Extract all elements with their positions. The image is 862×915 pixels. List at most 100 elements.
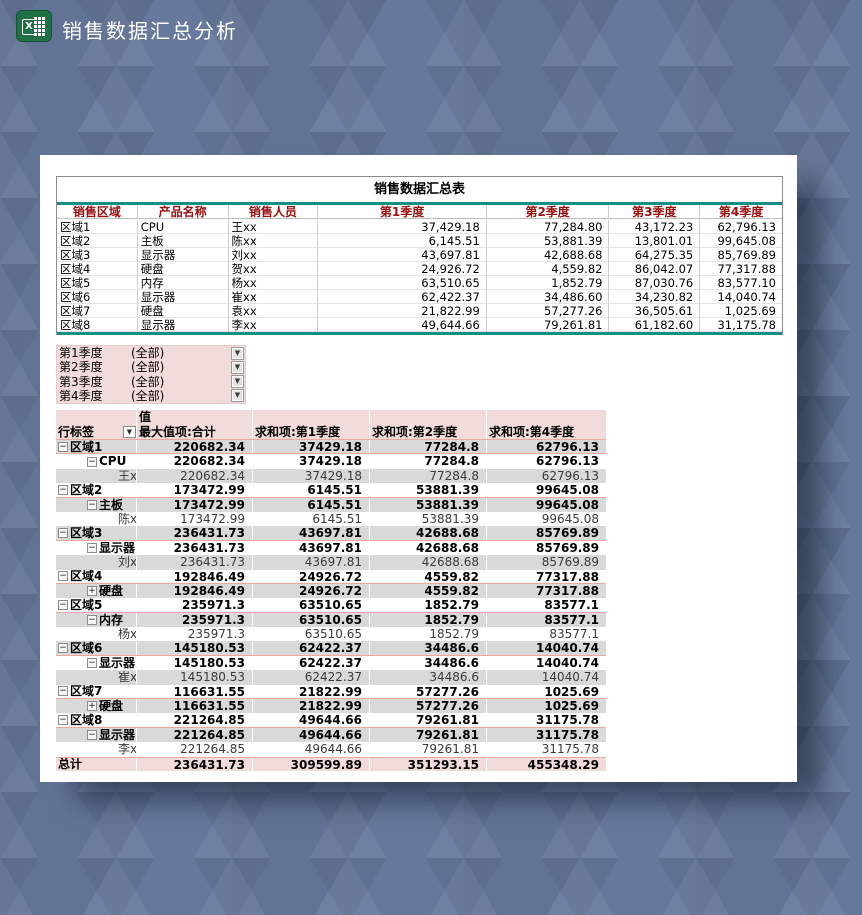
pivot-value-cell: 83577.1 (544, 598, 599, 612)
pivot-value-cell: 79261.81 (370, 713, 487, 727)
collapse-icon[interactable]: − (58, 599, 68, 610)
row-labels-header: 行标签 ▼ (56, 425, 137, 439)
teal-divider-top (57, 202, 782, 205)
summary-cell: 24,926.72 (318, 262, 487, 276)
pivot-col-header-sum-q4[interactable]: 求和项:第4季度 (489, 425, 575, 439)
pivot-col-header-max-total[interactable]: 最大值项:合计 (137, 425, 253, 439)
pivot-label-cell: 杨xx (56, 627, 137, 642)
summary-cell: 区域8 (57, 318, 138, 332)
summary-table-row: 区域4 硬盘 贺xx 24,926.72 4,559.82 86,042.07 77,317… (57, 262, 782, 276)
pivot-table: 值 行标签 ▼ 最大值项:合计 求和项:第1季度 求和项:第2季度 求和项:第4… (56, 410, 606, 772)
pivot-value-cell: 221264.85 (137, 727, 253, 743)
summary-cell: 区域7 (57, 304, 138, 318)
pivot-value-cell: 14040.74 (541, 670, 599, 685)
pivot-label-text: 显示器 (99, 540, 136, 555)
summary-cell: 43,697.81 (318, 248, 487, 262)
filter-dropdown-button[interactable]: ▼ (231, 346, 244, 360)
teal-divider-bottom (57, 332, 782, 335)
filter-dropdown-button[interactable]: ▼ (231, 389, 244, 403)
page-title: 销售数据汇总分析 (62, 19, 238, 43)
filter-value: (全部) (131, 360, 165, 375)
summary-cell: 14,040.74 (700, 290, 782, 304)
expand-icon[interactable]: + (87, 701, 97, 712)
collapse-icon[interactable]: − (58, 715, 68, 726)
filter-label: 第2季度 (59, 360, 103, 375)
filter-dropdown-button[interactable]: ▼ (231, 375, 244, 388)
summary-table-row: 区域8 显示器 李xx 49,644.66 79,261.81 61,182.60 31,1… (57, 318, 782, 332)
collapse-icon[interactable]: − (58, 571, 68, 582)
pivot-label-cell: − 区域2 (56, 483, 137, 497)
summary-column-header: 第1季度 (318, 205, 487, 219)
expand-icon[interactable]: + (87, 586, 97, 597)
pivot-value-cell: 85769.89 (535, 540, 599, 555)
pivot-value-cell: 173472.99 (137, 483, 253, 497)
pivot-value-cell: 85769.89 (535, 526, 599, 540)
pivot-value-cell: 77284.8 (370, 440, 487, 454)
collapse-icon[interactable]: − (87, 658, 97, 669)
pivot-label-text: 区域7 (70, 684, 103, 699)
pivot-value-cell: 6145.51 (253, 497, 370, 512)
pivot-label-cell: − 区域8 (56, 713, 137, 727)
summary-table-row: 区域7 硬盘 袁xx 21,822.99 57,277.26 36,505.61 1,025… (57, 304, 782, 318)
pivot-label-cell: − 显示器 (56, 655, 137, 671)
summary-table-row: 区域2 主板 陈xx 6,145.51 53,881.39 13,801.01 99,645… (57, 234, 782, 248)
collapse-icon[interactable]: − (87, 730, 97, 740)
pivot-row: − 主板 173472.99 6145.51 53881.39 99645.08 (56, 497, 606, 512)
collapse-icon[interactable]: − (87, 542, 97, 553)
pivot-label-cell: − 区域7 (56, 684, 137, 699)
collapse-icon[interactable]: − (87, 456, 97, 467)
pivot-label-cell: − 主板 (56, 497, 137, 512)
filter-row: 第1季度 (全部) ▼ (57, 346, 245, 360)
pivot-value-cell: 116631.55 (137, 684, 253, 699)
pivot-value-cell: 21822.99 (253, 699, 370, 714)
summary-cell: 显示器 (137, 318, 229, 332)
summary-cell: 83,577.10 (700, 276, 782, 290)
pivot-header-row: 行标签 ▼ 最大值项:合计 求和项:第1季度 求和项:第2季度 求和项:第4季度 (56, 425, 606, 440)
pivot-value-cell: 351293.15 (370, 757, 487, 772)
collapse-icon[interactable]: − (58, 686, 68, 697)
pivot-value-cell: 79261.81 (370, 742, 487, 757)
summary-cell: 显示器 (137, 290, 229, 304)
pivot-value-cell: 63510.65 (253, 627, 370, 642)
pivot-value-cell: 236431.73 (137, 757, 253, 772)
collapse-icon[interactable]: − (58, 643, 68, 654)
pivot-value-cell: 62796.13 (541, 468, 599, 483)
pivot-value-cell: 31175.78 (535, 713, 599, 727)
collapse-icon[interactable]: − (58, 528, 68, 539)
pivot-body: − 区域1 220682.34 37429.18 77284.8 62796.13− CPU… (56, 440, 606, 772)
collapse-icon[interactable]: − (58, 441, 68, 452)
pivot-label-cell: − 显示器 (56, 727, 137, 743)
pivot-value-cell: 24926.72 (253, 583, 370, 599)
pivot-value-cell: 85769.89 (541, 555, 599, 570)
summary-table-title: 销售数据汇总表 (57, 177, 782, 202)
pivot-value-cell: 145180.53 (137, 655, 253, 671)
pivot-label-cell: 总计 (56, 757, 137, 772)
pivot-value-cell: 49644.66 (253, 713, 370, 727)
summary-cell: 86,042.07 (609, 262, 701, 276)
row-labels-filter-dropdown[interactable]: ▼ (123, 426, 136, 438)
pivot-label-cell: − 内存 (56, 612, 137, 628)
pivot-value-cell: 236431.73 (137, 526, 253, 540)
collapse-icon[interactable]: − (58, 484, 68, 495)
pivot-row: − CPU 220682.34 37429.18 77284.8 62796.13 (56, 454, 606, 469)
pivot-col-header-sum-q1[interactable]: 求和项:第1季度 (253, 425, 370, 439)
summary-cell: 硬盘 (137, 304, 229, 318)
pivot-value-cell: 99645.08 (535, 483, 599, 497)
pivot-label-cell: 李xx (56, 742, 137, 757)
pivot-label-text: 区域6 (70, 641, 103, 655)
pivot-label-text: 硬盘 (99, 583, 124, 598)
pivot-value-cell: 49644.66 (253, 727, 370, 743)
filter-dropdown-button[interactable]: ▼ (231, 360, 244, 374)
pivot-value-cell: 43697.81 (253, 555, 370, 570)
pivot-value-cell: 37429.18 (253, 468, 370, 484)
summary-cell: 内存 (137, 276, 229, 290)
pivot-col-header-sum-q2[interactable]: 求和项:第2季度 (370, 425, 487, 439)
summary-cell: 李xx (228, 318, 319, 332)
summary-cell: 13,801.01 (609, 234, 701, 248)
pivot-row: − 区域8 221264.85 49644.66 79261.81 31175.78 (56, 713, 606, 728)
collapse-icon[interactable]: − (87, 614, 97, 625)
collapse-icon[interactable]: − (87, 499, 97, 510)
excel-icon: X (16, 10, 52, 42)
pivot-label-cell: 崔xx (56, 670, 137, 685)
summary-table-row: 区域5 内存 杨xx 63,510.65 1,852.79 87,030.76 83,577… (57, 276, 782, 290)
